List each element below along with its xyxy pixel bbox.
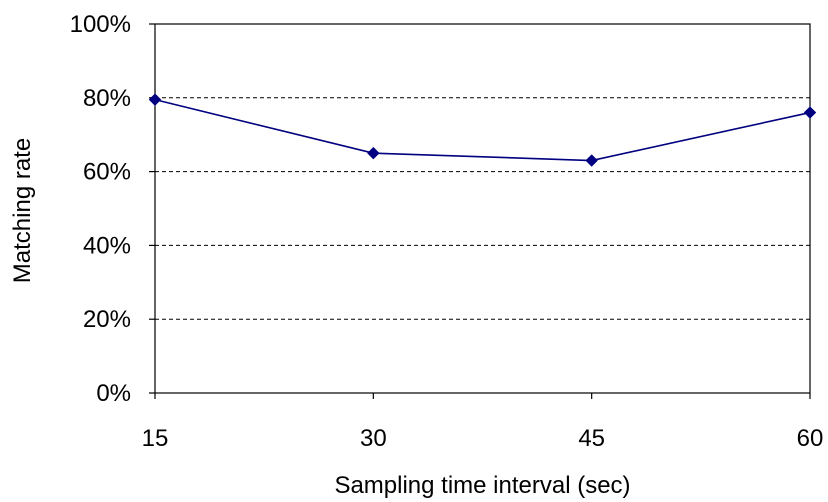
x-axis: 15 30 45 60 <box>142 393 824 452</box>
y-axis: 0% 20% 40% 60% 80% 100% <box>70 11 155 407</box>
data-point-marker <box>148 93 162 106</box>
series-group <box>148 93 817 167</box>
y-tick-label: 20% <box>83 306 131 333</box>
x-tick-label: 60 <box>797 425 824 452</box>
x-tick-label: 30 <box>360 425 387 452</box>
series-line <box>154 98 811 162</box>
y-axis-title: Matching rate <box>9 138 36 283</box>
plot-area-frame <box>154 23 811 394</box>
x-tick-label: 45 <box>578 425 605 452</box>
y-tick-label: 100% <box>70 11 131 38</box>
data-point-marker <box>803 106 817 119</box>
x-axis-title: Sampling time interval (sec) <box>334 472 630 499</box>
gridlines <box>155 97 810 320</box>
y-tick-label: 60% <box>83 159 131 186</box>
y-tick-label: 80% <box>83 85 131 112</box>
y-tick-label: 0% <box>96 380 131 407</box>
y-tick-label: 40% <box>83 232 131 259</box>
data-point-marker <box>585 154 598 167</box>
data-point-marker <box>367 146 380 160</box>
x-tick-label: 15 <box>142 425 169 452</box>
